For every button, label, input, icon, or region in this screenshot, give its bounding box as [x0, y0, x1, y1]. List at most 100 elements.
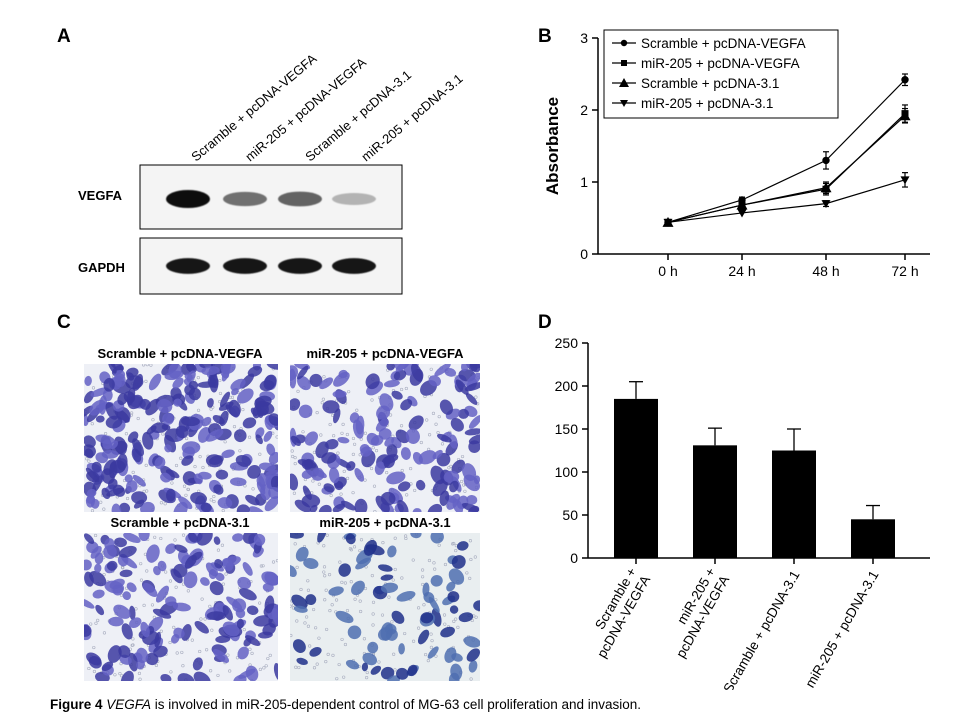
stained-cell: [213, 484, 224, 495]
legend-entry: Scramble + pcDNA-VEGFA: [641, 36, 806, 51]
membrane-pore: [228, 669, 232, 673]
membrane-pore: [223, 440, 227, 444]
stained-cell: [117, 393, 128, 406]
membrane-pore: [413, 488, 417, 493]
membrane-pore: [403, 631, 407, 636]
stained-cell: [443, 470, 460, 484]
stained-cell: [172, 602, 191, 612]
stained-cell: [313, 469, 327, 479]
membrane-pore: [224, 572, 228, 576]
stained-cell: [354, 468, 365, 482]
legend-box: [603, 29, 839, 119]
stained-cell: [290, 565, 297, 577]
y-tick-label: 50: [562, 507, 578, 523]
stained-cell: [359, 443, 370, 454]
stained-cell: [446, 581, 456, 592]
stained-cell: [255, 400, 275, 415]
membrane-pore: [424, 652, 428, 657]
stained-cell: [196, 533, 213, 546]
x-tick-label: 0 h: [658, 263, 677, 279]
y-tick-label: 0: [570, 550, 578, 566]
stained-cell: [101, 450, 119, 459]
membrane-pore: [359, 609, 363, 614]
legend: Scramble + pcDNA-VEGFA miR-205 + pcDNA-VE…: [603, 29, 839, 119]
stained-cell: [237, 388, 254, 404]
membrane-pore: [90, 509, 95, 512]
membrane-pore: [409, 466, 413, 471]
membrane-pore: [102, 631, 107, 635]
data-point: [820, 182, 832, 193]
stained-cell: [84, 405, 93, 418]
stained-cell: [466, 494, 478, 505]
stained-cell: [354, 498, 368, 512]
stained-cell: [165, 596, 177, 607]
membrane-pore: [221, 582, 225, 586]
stained-cell: [464, 382, 480, 392]
stained-cell: [431, 608, 442, 627]
stained-cell: [318, 504, 332, 512]
stained-cell: [129, 617, 142, 629]
stained-cell: [236, 618, 244, 629]
stained-cell: [376, 405, 391, 420]
stained-cell: [84, 533, 95, 544]
stained-cell: [242, 562, 253, 576]
membrane-pore: [186, 487, 191, 492]
membrane-pore: [125, 496, 130, 501]
legend-entry: miR-205 + pcDNA-VEGFA: [641, 56, 800, 71]
stained-cell: [296, 657, 308, 665]
stained-cell: [380, 666, 395, 680]
stained-cell: [126, 367, 139, 378]
membrane-pore: [174, 585, 178, 589]
membrane-pore: [186, 589, 190, 593]
data-point: [620, 39, 628, 47]
membrane-pore: [399, 424, 404, 428]
membrane-pore: [456, 625, 460, 629]
stained-cell: [121, 623, 133, 640]
membrane-pore: [329, 493, 333, 498]
membrane-pore: [426, 659, 430, 663]
y-tick-label: 250: [555, 335, 579, 351]
stained-cell: [451, 555, 466, 569]
membrane-pore: [331, 653, 335, 657]
membrane-pore: [153, 535, 157, 539]
membrane-pore: [317, 636, 321, 640]
membrane-pore: [208, 604, 212, 608]
membrane-pore: [443, 622, 447, 626]
y-tick-label: 150: [555, 421, 579, 437]
stained-cell: [462, 463, 477, 481]
stained-cell: [334, 481, 344, 491]
stained-cell: [242, 417, 257, 429]
stained-cell: [294, 499, 311, 512]
membrane-pore: [330, 603, 334, 607]
membrane-pore: [325, 533, 329, 537]
stained-cell: [101, 661, 114, 672]
stained-cell: [256, 481, 266, 495]
stained-cell: [91, 461, 102, 473]
membrane-pore: [469, 557, 473, 562]
membrane-pore: [452, 619, 456, 623]
membrane-pore: [209, 407, 213, 411]
membrane-pore: [328, 608, 332, 613]
stained-cell: [332, 390, 347, 398]
blot-band: [332, 193, 376, 205]
bar: [693, 445, 737, 558]
stained-cell: [187, 533, 198, 543]
membrane-pore: [324, 588, 328, 592]
stained-cell: [293, 605, 308, 613]
stained-cell: [228, 399, 241, 418]
blot-band: [278, 191, 322, 207]
membrane-pore: [196, 408, 201, 412]
membrane-pore: [306, 579, 310, 583]
membrane-pore: [118, 672, 122, 676]
membrane-pore: [377, 660, 381, 664]
membrane-pore: [315, 662, 319, 666]
stained-cell: [465, 364, 478, 372]
stained-cell: [428, 596, 440, 613]
y-tick-label: 100: [555, 464, 579, 480]
membrane-pore: [351, 436, 356, 441]
membrane-pore: [190, 638, 194, 642]
stained-cell: [266, 443, 276, 456]
membrane-pore: [322, 570, 326, 574]
stained-cell: [212, 415, 225, 425]
bar: [614, 398, 658, 558]
